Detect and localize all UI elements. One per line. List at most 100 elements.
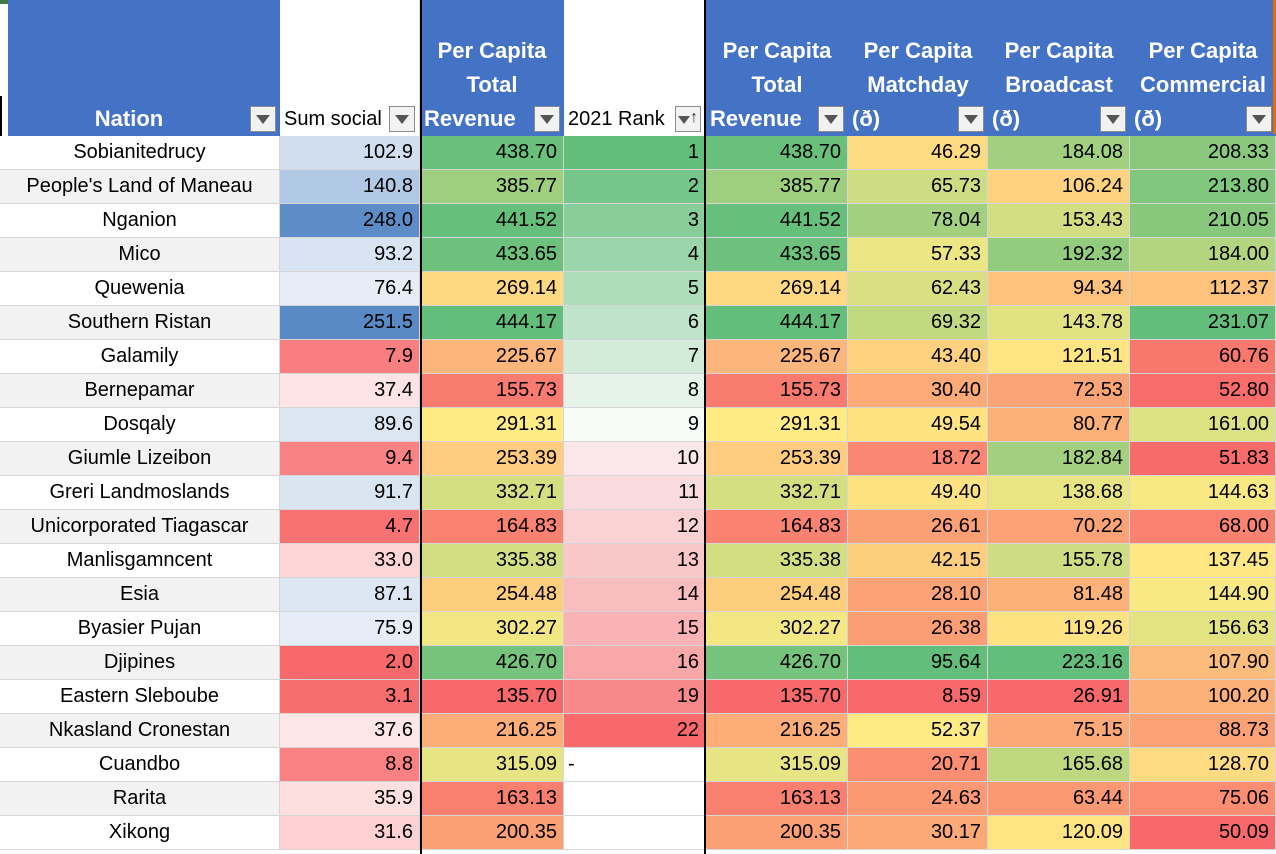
rank-cell[interactable]: 4 <box>564 238 706 272</box>
per-capita-broadcast-cell[interactable]: 121.51 <box>988 340 1130 374</box>
per-capita-matchday-cell[interactable]: 46.29 <box>848 136 988 170</box>
per-capita-matchday-cell[interactable]: 95.64 <box>848 646 988 680</box>
per-capita-matchday-cell[interactable]: 26.61 <box>848 510 988 544</box>
per-capita-commercial-cell[interactable]: 156.63 <box>1130 612 1276 646</box>
per-capita-total-2-cell[interactable]: 291.31 <box>706 408 848 442</box>
per-capita-matchday-cell[interactable]: 30.17 <box>848 816 988 850</box>
per-capita-broadcast-cell[interactable]: 165.68 <box>988 748 1130 782</box>
per-capita-total-2-cell[interactable]: 444.17 <box>706 306 848 340</box>
per-capita-broadcast-cell[interactable]: 80.77 <box>988 408 1130 442</box>
per-capita-matchday-cell[interactable]: 42.15 <box>848 544 988 578</box>
per-capita-commercial-cell[interactable]: 184.00 <box>1130 238 1276 272</box>
sum-social-cell[interactable]: 37.4 <box>280 374 420 408</box>
per-capita-matchday-cell[interactable]: 49.40 <box>848 476 988 510</box>
per-capita-commercial-cell[interactable]: 161.00 <box>1130 408 1276 442</box>
per-capita-total-header-2-filter-button[interactable] <box>818 106 844 132</box>
per-capita-commercial-cell[interactable]: 231.07 <box>1130 306 1276 340</box>
per-capita-matchday-cell[interactable]: 20.71 <box>848 748 988 782</box>
per-capita-total-2-cell[interactable]: 135.70 <box>706 680 848 714</box>
per-capita-total-cell[interactable]: 135.70 <box>420 680 564 714</box>
per-capita-total-cell[interactable]: 444.17 <box>420 306 564 340</box>
per-capita-matchday-cell[interactable]: 49.54 <box>848 408 988 442</box>
rank-cell[interactable]: 11 <box>564 476 706 510</box>
per-capita-matchday-cell[interactable]: 43.40 <box>848 340 988 374</box>
per-capita-commercial-cell[interactable]: 144.63 <box>1130 476 1276 510</box>
per-capita-total-cell[interactable]: 332.71 <box>420 476 564 510</box>
sum-social-cell[interactable]: 7.9 <box>280 340 420 374</box>
per-capita-commercial-cell[interactable]: 128.70 <box>1130 748 1276 782</box>
per-capita-total-2-cell[interactable]: 216.25 <box>706 714 848 748</box>
per-capita-matchday-cell[interactable]: 30.40 <box>848 374 988 408</box>
per-capita-commercial-cell[interactable]: 208.33 <box>1130 136 1276 170</box>
per-capita-total-2-cell[interactable]: 438.70 <box>706 136 848 170</box>
sum-social-cell[interactable]: 89.6 <box>280 408 420 442</box>
per-capita-total-cell[interactable]: 253.39 <box>420 442 564 476</box>
per-capita-commercial-header-filter-button[interactable] <box>1246 106 1272 132</box>
sum-social-cell[interactable]: 140.8 <box>280 170 420 204</box>
rank-cell[interactable]: 13 <box>564 544 706 578</box>
per-capita-total-cell[interactable]: 225.67 <box>420 340 564 374</box>
sum-social-cell[interactable]: 33.0 <box>280 544 420 578</box>
per-capita-total-2-cell[interactable]: 269.14 <box>706 272 848 306</box>
rank-cell[interactable] <box>564 816 706 850</box>
sum-social-filter-button[interactable] <box>389 106 415 132</box>
per-capita-commercial-cell[interactable]: 50.09 <box>1130 816 1276 850</box>
per-capita-total-2-cell[interactable]: 441.52 <box>706 204 848 238</box>
per-capita-commercial-cell[interactable]: 88.73 <box>1130 714 1276 748</box>
rank-cell[interactable] <box>564 782 706 816</box>
nation-cell[interactable]: Bernepamar <box>0 374 280 408</box>
nation-cell[interactable]: Esia <box>0 578 280 612</box>
sum-social-cell[interactable]: 251.5 <box>280 306 420 340</box>
per-capita-total-2-cell[interactable]: 155.73 <box>706 374 848 408</box>
rank-cell[interactable]: 16 <box>564 646 706 680</box>
sum-social-cell[interactable]: 102.9 <box>280 136 420 170</box>
per-capita-broadcast-cell[interactable]: 153.43 <box>988 204 1130 238</box>
rank-cell[interactable]: 5 <box>564 272 706 306</box>
rank-cell[interactable]: 1 <box>564 136 706 170</box>
per-capita-total-2-cell[interactable]: 253.39 <box>706 442 848 476</box>
per-capita-total-cell[interactable]: 433.65 <box>420 238 564 272</box>
rank-cell[interactable]: 10 <box>564 442 706 476</box>
sum-social-cell[interactable]: 8.8 <box>280 748 420 782</box>
sum-social-cell[interactable]: 93.2 <box>280 238 420 272</box>
per-capita-broadcast-cell[interactable]: 192.32 <box>988 238 1130 272</box>
per-capita-broadcast-cell[interactable]: 94.34 <box>988 272 1130 306</box>
per-capita-broadcast-header-filter-button[interactable] <box>1100 106 1126 132</box>
nation-cell[interactable]: Giumle Lizeibon <box>0 442 280 476</box>
per-capita-commercial-cell[interactable]: 68.00 <box>1130 510 1276 544</box>
sum-social-cell[interactable]: 4.7 <box>280 510 420 544</box>
per-capita-broadcast-cell[interactable]: 155.78 <box>988 544 1130 578</box>
sum-social-cell[interactable]: 31.6 <box>280 816 420 850</box>
rank-cell[interactable]: 22 <box>564 714 706 748</box>
per-capita-total-cell[interactable]: 315.09 <box>420 748 564 782</box>
per-capita-total-cell[interactable]: 291.31 <box>420 408 564 442</box>
per-capita-total-2-cell[interactable]: 433.65 <box>706 238 848 272</box>
per-capita-broadcast-cell[interactable]: 143.78 <box>988 306 1130 340</box>
per-capita-matchday-cell[interactable]: 57.33 <box>848 238 988 272</box>
per-capita-total-cell[interactable]: 216.25 <box>420 714 564 748</box>
per-capita-broadcast-cell[interactable]: 63.44 <box>988 782 1130 816</box>
nation-cell[interactable]: Byasier Pujan <box>0 612 280 646</box>
per-capita-broadcast-cell[interactable]: 81.48 <box>988 578 1130 612</box>
per-capita-total-2-cell[interactable]: 335.38 <box>706 544 848 578</box>
rank-cell[interactable]: 2 <box>564 170 706 204</box>
per-capita-total-2-cell[interactable]: 426.70 <box>706 646 848 680</box>
sum-social-cell[interactable]: 75.9 <box>280 612 420 646</box>
per-capita-broadcast-cell[interactable]: 72.53 <box>988 374 1130 408</box>
per-capita-total-2-cell[interactable]: 225.67 <box>706 340 848 374</box>
per-capita-commercial-cell[interactable]: 210.05 <box>1130 204 1276 238</box>
sum-social-cell[interactable]: 9.4 <box>280 442 420 476</box>
per-capita-total-cell[interactable]: 155.73 <box>420 374 564 408</box>
per-capita-broadcast-cell[interactable]: 70.22 <box>988 510 1130 544</box>
per-capita-commercial-cell[interactable]: 137.45 <box>1130 544 1276 578</box>
nation-cell[interactable]: Dosqaly <box>0 408 280 442</box>
nation-cell[interactable]: People's Land of Maneau <box>0 170 280 204</box>
rank-cell[interactable]: - <box>564 748 706 782</box>
per-capita-broadcast-cell[interactable]: 26.91 <box>988 680 1130 714</box>
nation-cell[interactable]: Greri Landmoslands <box>0 476 280 510</box>
per-capita-total-cell[interactable]: 385.77 <box>420 170 564 204</box>
per-capita-matchday-header-filter-button[interactable] <box>958 106 984 132</box>
per-capita-total-cell[interactable]: 269.14 <box>420 272 564 306</box>
per-capita-broadcast-cell[interactable]: 138.68 <box>988 476 1130 510</box>
per-capita-commercial-cell[interactable]: 107.90 <box>1130 646 1276 680</box>
